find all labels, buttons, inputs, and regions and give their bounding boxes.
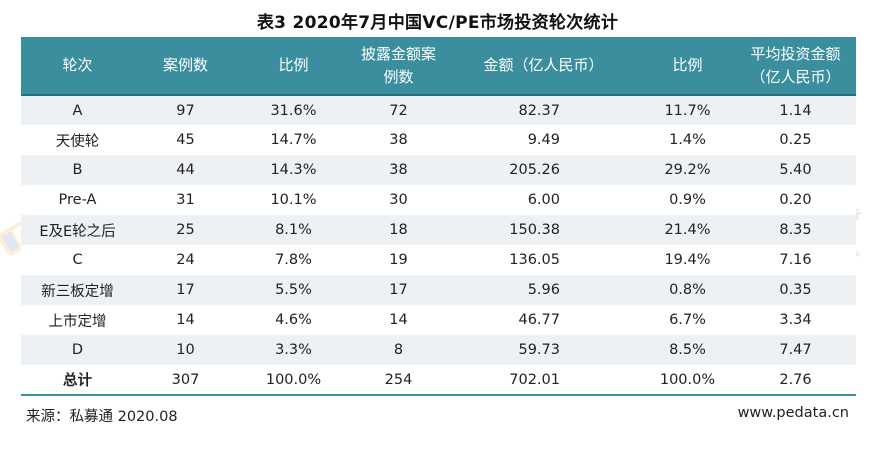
- total-average: 2.76: [735, 365, 856, 396]
- header-average-amount: 平均投资金额（亿人民币）: [735, 37, 856, 96]
- cell-amount-ratio: 29.2%: [640, 155, 735, 185]
- cell-cases: 24: [134, 245, 237, 275]
- table-total-row: 总计 307 100.0% 254 702.01 100.0% 2.76: [21, 365, 856, 396]
- cell-average: 7.47: [735, 335, 856, 365]
- table-row: B 44 14.3% 38 205.26 29.2% 5.40: [21, 155, 856, 185]
- cell-amount: 6.00: [447, 185, 640, 215]
- cell-disclosed: 38: [350, 125, 447, 155]
- cell-cases: 14: [134, 305, 237, 335]
- cell-round: C: [21, 245, 134, 275]
- cell-round: Pre-A: [21, 185, 134, 215]
- table-header-row: 轮次 案例数 比例 披露金额案例数 金额（亿人民币） 比例 平均投资金额（亿人民…: [21, 37, 856, 96]
- cell-average: 8.35: [735, 215, 856, 245]
- cell-amount: 82.37: [447, 95, 640, 125]
- cell-disclosed: 19: [350, 245, 447, 275]
- cell-round: 新三板定增: [21, 275, 134, 305]
- total-cases: 307: [134, 365, 237, 396]
- cell-average: 1.14: [735, 95, 856, 125]
- cell-average: 3.34: [735, 305, 856, 335]
- cell-disclosed: 38: [350, 155, 447, 185]
- cell-amount: 9.49: [447, 125, 640, 155]
- cell-round: B: [21, 155, 134, 185]
- cell-amount-ratio: 21.4%: [640, 215, 735, 245]
- cell-ratio: 8.1%: [237, 215, 350, 245]
- table-row: Pre-A 31 10.1% 30 6.00 0.9% 0.20: [21, 185, 856, 215]
- cell-ratio: 4.6%: [237, 305, 350, 335]
- cell-ratio: 14.7%: [237, 125, 350, 155]
- cell-average: 0.35: [735, 275, 856, 305]
- cell-disclosed: 17: [350, 275, 447, 305]
- table-row: A 97 31.6% 72 82.37 11.7% 1.14: [21, 95, 856, 125]
- cell-amount: 205.26: [447, 155, 640, 185]
- cell-average: 7.16: [735, 245, 856, 275]
- cell-disclosed: 18: [350, 215, 447, 245]
- total-label: 总计: [21, 365, 134, 396]
- website-link[interactable]: www.pedata.cn: [737, 405, 849, 421]
- cell-ratio: 31.6%: [237, 95, 350, 125]
- cell-ratio: 5.5%: [237, 275, 350, 305]
- cell-amount-ratio: 0.9%: [640, 185, 735, 215]
- cell-amount: 5.96: [447, 275, 640, 305]
- investment-rounds-table: 轮次 案例数 比例 披露金额案例数 金额（亿人民币） 比例 平均投资金额（亿人民…: [21, 37, 856, 396]
- cell-cases: 31: [134, 185, 237, 215]
- table-row: 新三板定增 17 5.5% 17 5.96 0.8% 0.35: [21, 275, 856, 305]
- cell-ratio: 10.1%: [237, 185, 350, 215]
- total-amount: 702.01: [447, 365, 640, 396]
- cell-amount-ratio: 19.4%: [640, 245, 735, 275]
- cell-cases: 25: [134, 215, 237, 245]
- cell-average: 0.25: [735, 125, 856, 155]
- header-round: 轮次: [21, 37, 134, 96]
- total-ratio: 100.0%: [237, 365, 350, 396]
- cell-cases: 44: [134, 155, 237, 185]
- header-amount-ratio: 比例: [640, 37, 735, 96]
- cell-ratio: 7.8%: [237, 245, 350, 275]
- table-row: D 10 3.3% 8 59.73 8.5% 7.47: [21, 335, 856, 365]
- cell-amount-ratio: 1.4%: [640, 125, 735, 155]
- cell-amount-ratio: 8.5%: [640, 335, 735, 365]
- cell-cases: 10: [134, 335, 237, 365]
- total-amount-ratio: 100.0%: [640, 365, 735, 396]
- cell-amount-ratio: 6.7%: [640, 305, 735, 335]
- cell-cases: 45: [134, 125, 237, 155]
- table-title: 表3 2020年7月中国VC/PE市场投资轮次统计: [256, 13, 619, 33]
- cell-average: 5.40: [735, 155, 856, 185]
- header-ratio: 比例: [237, 37, 350, 96]
- cell-cases: 17: [134, 275, 237, 305]
- table-row: 天使轮 45 14.7% 38 9.49 1.4% 0.25: [21, 125, 856, 155]
- cell-round: E及E轮之后: [21, 215, 134, 245]
- cell-round: D: [21, 335, 134, 365]
- cell-amount: 59.73: [447, 335, 640, 365]
- header-disclosed-cases: 披露金额案例数: [350, 37, 447, 96]
- header-amount: 金额（亿人民币）: [447, 37, 640, 96]
- cell-ratio: 3.3%: [237, 335, 350, 365]
- cell-amount: 136.05: [447, 245, 640, 275]
- source-note: 来源：私募通 2020.08: [26, 409, 178, 425]
- cell-ratio: 14.3%: [237, 155, 350, 185]
- cell-round: 天使轮: [21, 125, 134, 155]
- table-row: E及E轮之后 25 8.1% 18 150.38 21.4% 8.35: [21, 215, 856, 245]
- cell-amount: 46.77: [447, 305, 640, 335]
- total-disclosed: 254: [350, 365, 447, 396]
- cell-average: 0.20: [735, 185, 856, 215]
- cell-disclosed: 8: [350, 335, 447, 365]
- cell-disclosed: 72: [350, 95, 447, 125]
- cell-amount-ratio: 0.8%: [640, 275, 735, 305]
- cell-amount-ratio: 11.7%: [640, 95, 735, 125]
- cell-disclosed: 14: [350, 305, 447, 335]
- cell-cases: 97: [134, 95, 237, 125]
- cell-round: A: [21, 95, 134, 125]
- cell-disclosed: 30: [350, 185, 447, 215]
- table-row: C 24 7.8% 19 136.05 19.4% 7.16: [21, 245, 856, 275]
- header-cases: 案例数: [134, 37, 237, 96]
- table-row: 上市定增 14 4.6% 14 46.77 6.7% 3.34: [21, 305, 856, 335]
- cell-round: 上市定增: [21, 305, 134, 335]
- cell-amount: 150.38: [447, 215, 640, 245]
